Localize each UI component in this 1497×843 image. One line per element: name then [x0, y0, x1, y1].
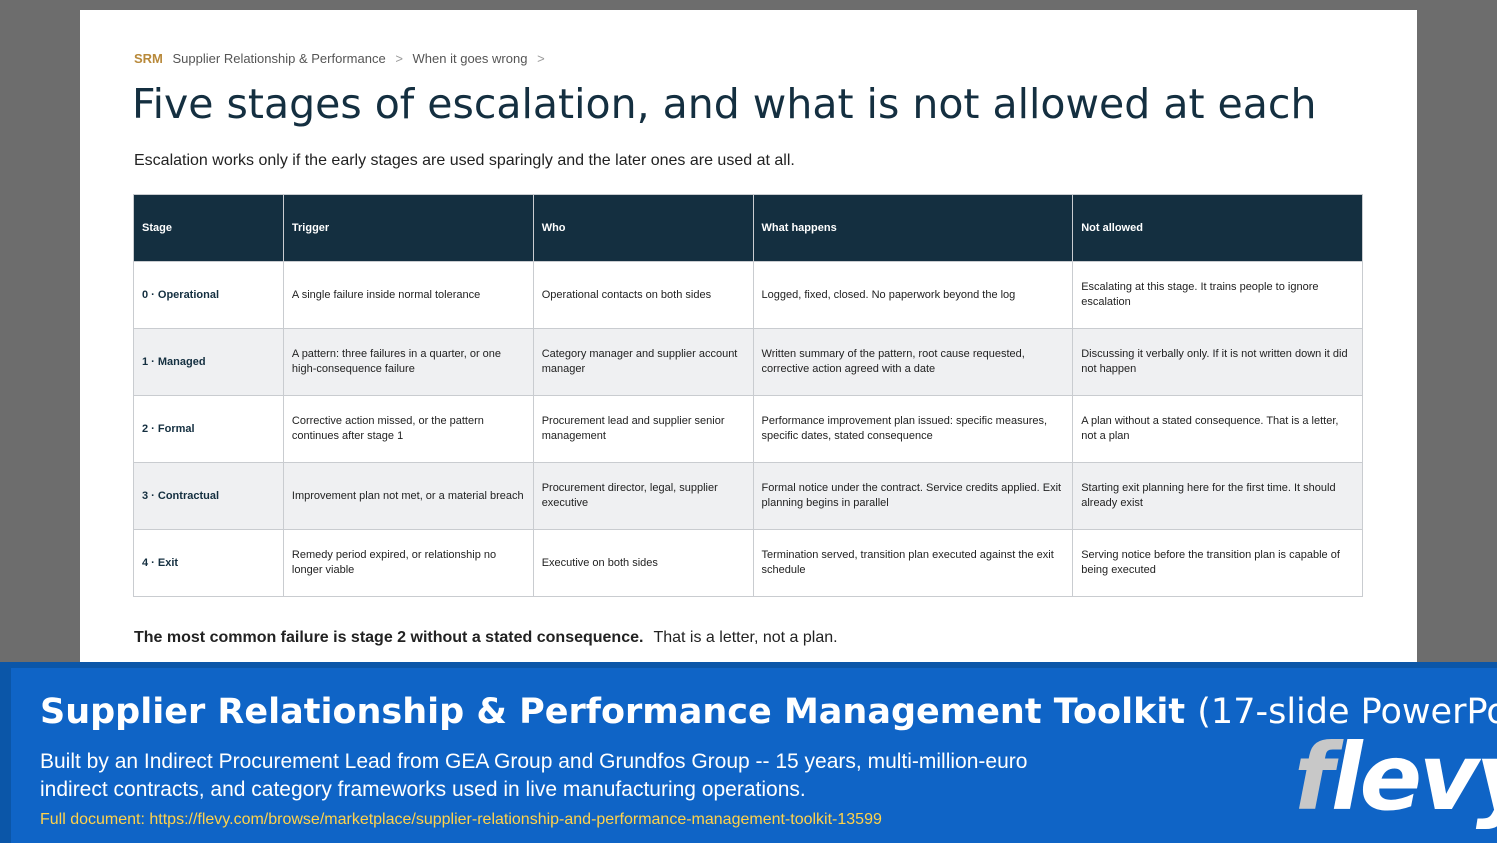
banner-title-main: Supplier Relationship & Performance Mana… — [40, 692, 1186, 732]
what-happens-cell: Logged, fixed, closed. No paperwork beyo… — [752, 261, 1074, 329]
table-row: 3 · Contractual Improvement plan not met… — [133, 462, 1363, 530]
not-allowed-cell: Serving notice before the transition pla… — [1072, 529, 1363, 597]
who-cell: Procurement director, legal, supplier ex… — [532, 462, 754, 530]
stage-cell: 2 · Formal — [133, 395, 284, 463]
footnote: The most common failure is stage 2 witho… — [134, 629, 838, 647]
stage-cell: 0 · Operational — [133, 261, 284, 329]
breadcrumb-item-section[interactable]: Supplier Relationship & Performance — [172, 51, 386, 66]
footnote-bold: The most common failure is stage 2 witho… — [134, 629, 644, 646]
page-title: Five stages of escalation, and what is n… — [132, 80, 1317, 128]
column-header-what-happens: What happens — [752, 194, 1074, 262]
trigger-cell: A single failure inside normal tolerance — [282, 261, 534, 329]
promo-banner: Supplier Relationship & Performance Mana… — [0, 662, 1497, 843]
what-happens-cell: Written summary of the pattern, root cau… — [752, 328, 1074, 396]
table-row: 4 · Exit Remedy period expired, or relat… — [133, 529, 1363, 597]
not-allowed-cell: A plan without a stated consequence. Tha… — [1072, 395, 1363, 463]
trigger-cell: Corrective action missed, or the pattern… — [282, 395, 534, 463]
who-cell: Executive on both sides — [532, 529, 754, 597]
not-allowed-cell: Escalating at this stage. It trains peop… — [1072, 261, 1363, 329]
escalation-table: Stage Trigger Who What happens Not allow… — [133, 194, 1363, 597]
banner-title-suffix: (17-slide PowerPoint) — [1197, 692, 1497, 732]
banner-title: Supplier Relationship & Performance Mana… — [40, 692, 1497, 732]
stage-cell: 4 · Exit — [133, 529, 284, 597]
not-allowed-cell: Starting exit planning here for the firs… — [1072, 462, 1363, 530]
stage-cell: 1 · Managed — [133, 328, 284, 396]
table-row: 0 · Operational A single failure inside … — [133, 261, 1363, 329]
promo-banner-panel: Supplier Relationship & Performance Mana… — [11, 668, 1497, 843]
trigger-cell: Improvement plan not met, or a material … — [282, 462, 534, 530]
flevy-logo[interactable]: flevy — [1294, 732, 1497, 824]
banner-link[interactable]: Full document: https://flevy.com/browse/… — [40, 811, 882, 828]
trigger-cell: Remedy period expired, or relationship n… — [282, 529, 534, 597]
column-header-not-allowed: Not allowed — [1072, 194, 1363, 262]
breadcrumb-item-page[interactable]: When it goes wrong — [412, 51, 528, 66]
what-happens-cell: Performance improvement plan issued: spe… — [752, 395, 1074, 463]
what-happens-cell: Termination served, transition plan exec… — [752, 529, 1074, 597]
who-cell: Category manager and supplier account ma… — [532, 328, 754, 396]
trigger-cell: A pattern: three failures in a quarter, … — [282, 328, 534, 396]
page-subtitle: Escalation works only if the early stage… — [134, 152, 795, 169]
column-header-who: Who — [532, 194, 754, 262]
table-row: 1 · Managed A pattern: three failures in… — [133, 328, 1363, 396]
banner-description: Built by an Indirect Procurement Lead fr… — [40, 750, 1028, 801]
table-row: 2 · Formal Corrective action missed, or … — [133, 395, 1363, 463]
who-cell: Operational contacts on both sides — [532, 261, 754, 329]
who-cell: Procurement lead and supplier senior man… — [532, 395, 754, 463]
stage-cell: 3 · Contractual — [133, 462, 284, 530]
breadcrumb: SRM Supplier Relationship & Performance … — [134, 51, 551, 66]
footnote-text: That is a letter, not a plan. — [653, 629, 838, 646]
breadcrumb-tag: SRM — [134, 51, 163, 66]
column-header-stage: Stage — [133, 194, 284, 262]
what-happens-cell: Formal notice under the contract. Servic… — [752, 462, 1074, 530]
slide: SRM Supplier Relationship & Performance … — [80, 10, 1417, 670]
not-allowed-cell: Discussing it verbally only. If it is no… — [1072, 328, 1363, 396]
column-header-trigger: Trigger — [282, 194, 534, 262]
table-header-row: Stage Trigger Who What happens Not allow… — [133, 194, 1363, 262]
breadcrumb-separator: > — [395, 51, 403, 66]
breadcrumb-separator: > — [537, 51, 545, 66]
flevy-logo-text: levy — [1331, 724, 1497, 831]
flevy-logo-f: f — [1294, 724, 1334, 831]
